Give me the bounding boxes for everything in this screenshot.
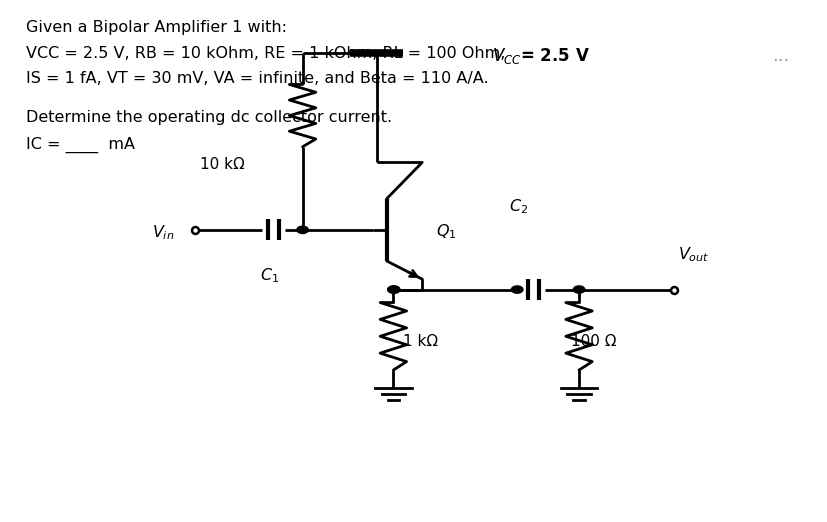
Circle shape — [388, 286, 399, 293]
Text: $\mathit{V}_{out}$: $\mathit{V}_{out}$ — [677, 245, 709, 264]
Text: 10 kΩ: 10 kΩ — [200, 158, 245, 172]
Text: ...: ... — [772, 47, 788, 65]
Text: VCC = 2.5 V, RB = 10 kOhm, RE = 1 kOhm, RL = 100 Ohm,: VCC = 2.5 V, RB = 10 kOhm, RE = 1 kOhm, … — [26, 45, 505, 61]
Text: 1 kΩ: 1 kΩ — [403, 334, 437, 349]
Circle shape — [511, 286, 523, 293]
Circle shape — [572, 286, 584, 293]
Circle shape — [387, 286, 399, 293]
Text: $\mathit{V}_{CC}$= 2.5 V: $\mathit{V}_{CC}$= 2.5 V — [492, 46, 590, 66]
Text: Given a Bipolar Amplifier 1 with:: Given a Bipolar Amplifier 1 with: — [26, 19, 287, 34]
Text: 100 Ω: 100 Ω — [570, 334, 615, 349]
Text: $\mathit{C}_2$: $\mathit{C}_2$ — [509, 197, 528, 216]
Circle shape — [296, 226, 308, 233]
Text: IS = 1 fA, VT = 30 mV, VA = infinite, and Beta = 110 A/A.: IS = 1 fA, VT = 30 mV, VA = infinite, an… — [26, 72, 488, 87]
Text: $\mathit{Q}_1$: $\mathit{Q}_1$ — [436, 222, 457, 241]
Text: $\mathit{V}_{in}$: $\mathit{V}_{in}$ — [152, 223, 174, 242]
Text: IC = ____  mA: IC = ____ mA — [26, 136, 135, 152]
Text: $\mathit{C}_1$: $\mathit{C}_1$ — [260, 266, 279, 285]
Text: Determine the operating dc collector current.: Determine the operating dc collector cur… — [26, 111, 392, 125]
